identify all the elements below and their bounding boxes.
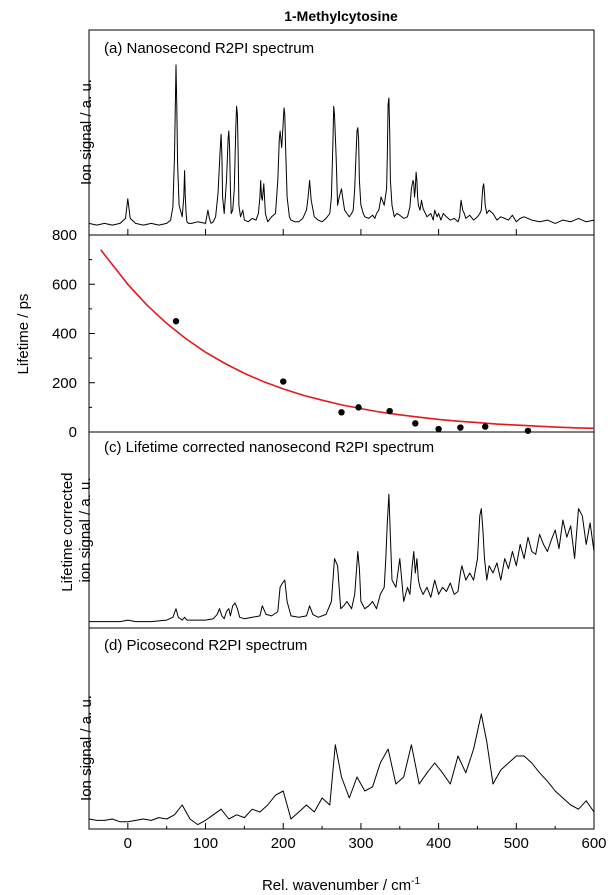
- data-layer: [88, 64, 595, 826]
- x-tick-label: 500: [504, 835, 529, 852]
- x-tick-label: 600: [581, 835, 606, 852]
- tick-layer: 0 100 200 300 400 500 600 0 200 400 600 800: [52, 227, 607, 852]
- panel-b-data-point: [435, 425, 442, 433]
- panel-c-title: (c) Lifetime corrected nanosecond R2PI s…: [104, 439, 434, 456]
- y-tick-label-b: 0: [69, 424, 77, 441]
- panel-a-ylabel: Ion signal / a. u.: [78, 79, 95, 185]
- panel-d-frame: [88, 627, 595, 830]
- x-tick-label: 300: [348, 835, 373, 852]
- panel-d-title: (d) Picosecond R2PI spectrum: [104, 637, 307, 654]
- panel-a-title: (a) Nanosecond R2PI spectrum: [104, 40, 314, 57]
- y-tick-label-b: 600: [52, 276, 77, 293]
- panel-b-data-point: [524, 427, 532, 434]
- panel-c-series-line: [89, 493, 595, 623]
- x-tick-label: 400: [426, 835, 451, 852]
- panel-b-data-point: [338, 409, 345, 416]
- panel-b-data-point: [386, 407, 393, 415]
- panel-b-fit-curve: [100, 249, 595, 430]
- figure-title: 1-Methylcytosine: [284, 8, 398, 24]
- x-axis-label: Rel. wavenumber / cm-1: [262, 876, 421, 894]
- x-tick-label: 0: [124, 835, 132, 852]
- panel-d-series-line: [88, 713, 595, 826]
- panel-b-data-point: [412, 420, 419, 427]
- panel-b-data-point: [457, 424, 464, 431]
- panel-b-data-point: [280, 378, 287, 385]
- panel-c-frame: [88, 431, 595, 629]
- y-tick-label-b: 800: [52, 227, 77, 244]
- panel-b-data-point: [355, 404, 362, 411]
- panel-b-frame: [88, 234, 595, 433]
- panel-c-ylabel-line2: ion signal / a. u.: [77, 477, 94, 582]
- panel-b-data-point: [482, 423, 489, 430]
- panel-a-frame: [88, 29, 595, 236]
- x-tick-label: 100: [193, 835, 218, 852]
- x-tick-label: 200: [271, 835, 296, 852]
- x-axis-label-text: Rel. wavenumber / cm: [262, 877, 411, 894]
- panel-b-data-point: [172, 317, 180, 325]
- panel-c-ylabel-line1: Lifetime corrected: [59, 472, 76, 591]
- panel-d-ylabel: Ion signal / a. u.: [78, 695, 95, 801]
- y-tick-label-b: 400: [52, 326, 77, 343]
- x-axis-label-superscript: -1: [411, 876, 420, 887]
- panel-b-ylabel: Lifetime / ps: [15, 294, 32, 375]
- panel-a-series-line: [88, 64, 595, 226]
- panel-c-ylabel: Lifetime corrected ion signal / a. u.: [59, 468, 94, 591]
- y-tick-label-b: 200: [52, 375, 77, 392]
